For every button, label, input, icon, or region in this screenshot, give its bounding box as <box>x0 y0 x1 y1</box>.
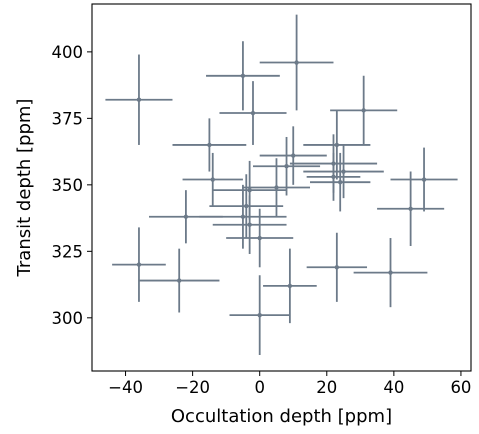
data-point-10 <box>252 136 321 196</box>
point-marker <box>274 185 279 190</box>
data-point-23 <box>226 208 294 268</box>
plot-frame <box>91 3 472 372</box>
point-marker <box>247 222 252 227</box>
data-point-25 <box>138 248 220 313</box>
data-point-12 <box>182 152 243 207</box>
point-marker <box>294 60 299 65</box>
data-point-20 <box>377 171 445 247</box>
data-point-7 <box>303 110 371 180</box>
point-marker <box>244 203 249 209</box>
data-point-22 <box>212 195 287 254</box>
data-point-2 <box>206 41 280 111</box>
point-marker <box>291 153 296 158</box>
point-marker <box>183 214 189 219</box>
point-marker <box>136 262 142 267</box>
y-tick-label: 300 <box>52 309 84 328</box>
data-point-11 <box>303 144 384 199</box>
x-axis-label: Occultation depth [ppm] <box>171 406 392 427</box>
point-marker <box>177 278 182 283</box>
point-marker <box>408 206 413 211</box>
y-tick-label: 350 <box>52 176 84 195</box>
y-axis-ticks: 300 325 350 375 400 <box>52 43 92 328</box>
data-point-4 <box>219 81 287 145</box>
data-point-8 <box>259 126 327 185</box>
point-marker <box>334 142 340 148</box>
y-tick-label: 325 <box>52 242 84 261</box>
point-marker <box>210 177 215 182</box>
data-point-14 <box>310 152 371 212</box>
data-point-15 <box>390 147 458 212</box>
point-marker <box>421 177 427 182</box>
data-point-5 <box>330 75 398 145</box>
x-tick-label: 0 <box>254 378 265 397</box>
data-point-13 <box>306 152 361 201</box>
point-marker <box>257 312 262 318</box>
data-markers <box>105 14 458 356</box>
data-point-28 <box>263 248 317 324</box>
data-point-3 <box>259 14 334 111</box>
point-marker <box>361 108 366 113</box>
point-marker <box>334 265 340 270</box>
point-marker <box>337 179 343 185</box>
data-point-24 <box>112 227 166 302</box>
data-point-29 <box>229 275 290 356</box>
point-marker <box>331 174 336 180</box>
point-marker <box>287 283 293 289</box>
point-marker <box>240 73 246 79</box>
data-point-18 <box>209 174 284 239</box>
y-tick-label: 375 <box>52 109 84 128</box>
point-marker <box>240 214 246 219</box>
data-point-6 <box>172 118 247 172</box>
x-tick-label: −40 <box>108 378 143 397</box>
point-marker <box>250 110 256 116</box>
point-marker <box>388 270 393 275</box>
point-marker <box>341 169 346 174</box>
y-tick-label: 400 <box>52 43 84 62</box>
point-marker <box>136 97 142 102</box>
point-marker <box>284 164 289 169</box>
x-axis-ticks: −40 −20 0 20 40 60 <box>108 371 471 397</box>
data-point-26 <box>306 232 368 302</box>
x-tick-label: −20 <box>175 378 210 397</box>
x-tick-label: 20 <box>316 378 337 397</box>
data-point-21 <box>149 190 223 244</box>
data-point-1 <box>105 54 173 145</box>
point-marker <box>257 235 262 241</box>
x-tick-label: 60 <box>450 378 471 397</box>
x-tick-label: 40 <box>383 378 404 397</box>
y-axis-label: Transit depth [ppm] <box>14 99 35 278</box>
data-point-27 <box>353 238 428 308</box>
point-marker <box>247 187 252 193</box>
point-marker <box>207 142 212 148</box>
